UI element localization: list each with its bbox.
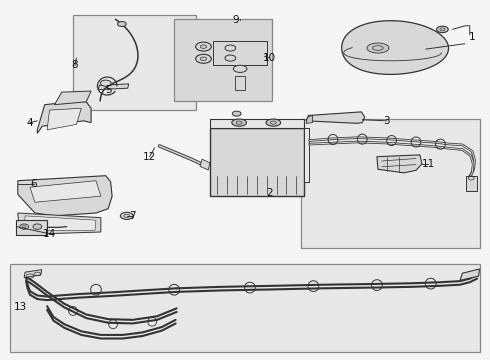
Text: 3: 3 (383, 116, 390, 126)
Ellipse shape (225, 55, 236, 61)
Ellipse shape (118, 22, 126, 27)
Bar (235, 76, 245, 90)
Text: 8: 8 (72, 60, 78, 70)
Bar (301, 119, 480, 248)
Text: 9: 9 (232, 15, 239, 26)
Ellipse shape (367, 43, 389, 53)
Ellipse shape (33, 224, 42, 229)
Bar (210, 119, 304, 128)
Bar (304, 128, 310, 182)
Text: 10: 10 (263, 53, 276, 63)
Polygon shape (47, 108, 81, 130)
Text: 4: 4 (26, 118, 33, 128)
Polygon shape (306, 112, 365, 123)
Text: 7: 7 (129, 211, 136, 221)
Polygon shape (200, 159, 210, 170)
Ellipse shape (121, 212, 133, 220)
Ellipse shape (232, 119, 246, 126)
Ellipse shape (225, 45, 236, 51)
Polygon shape (342, 21, 448, 75)
Polygon shape (54, 91, 91, 105)
Bar (213, 41, 267, 64)
Ellipse shape (232, 111, 241, 116)
Ellipse shape (200, 45, 207, 48)
Polygon shape (18, 213, 101, 234)
Ellipse shape (196, 42, 211, 51)
Bar (210, 128, 304, 196)
Ellipse shape (233, 65, 247, 72)
Text: 13: 13 (14, 302, 27, 312)
Ellipse shape (196, 54, 211, 63)
Bar (174, 19, 272, 101)
Polygon shape (377, 155, 422, 173)
Polygon shape (30, 181, 101, 202)
Bar (10, 264, 480, 352)
Ellipse shape (437, 26, 448, 33)
Polygon shape (460, 269, 480, 280)
Ellipse shape (200, 57, 207, 60)
Text: 6: 6 (30, 179, 37, 189)
Polygon shape (24, 216, 96, 231)
Text: 14: 14 (43, 229, 56, 239)
Bar (73, 15, 196, 110)
Text: 1: 1 (469, 32, 475, 41)
Text: 5: 5 (105, 85, 112, 95)
Polygon shape (98, 84, 129, 90)
Text: 2: 2 (266, 188, 273, 198)
Bar (16, 220, 47, 234)
Ellipse shape (100, 80, 111, 86)
Polygon shape (18, 176, 112, 216)
Polygon shape (24, 270, 42, 278)
Polygon shape (37, 101, 91, 134)
Ellipse shape (20, 224, 28, 229)
Text: 12: 12 (143, 152, 156, 162)
Text: 11: 11 (421, 159, 435, 169)
Ellipse shape (266, 119, 281, 126)
Bar (466, 176, 477, 192)
Polygon shape (306, 116, 313, 123)
